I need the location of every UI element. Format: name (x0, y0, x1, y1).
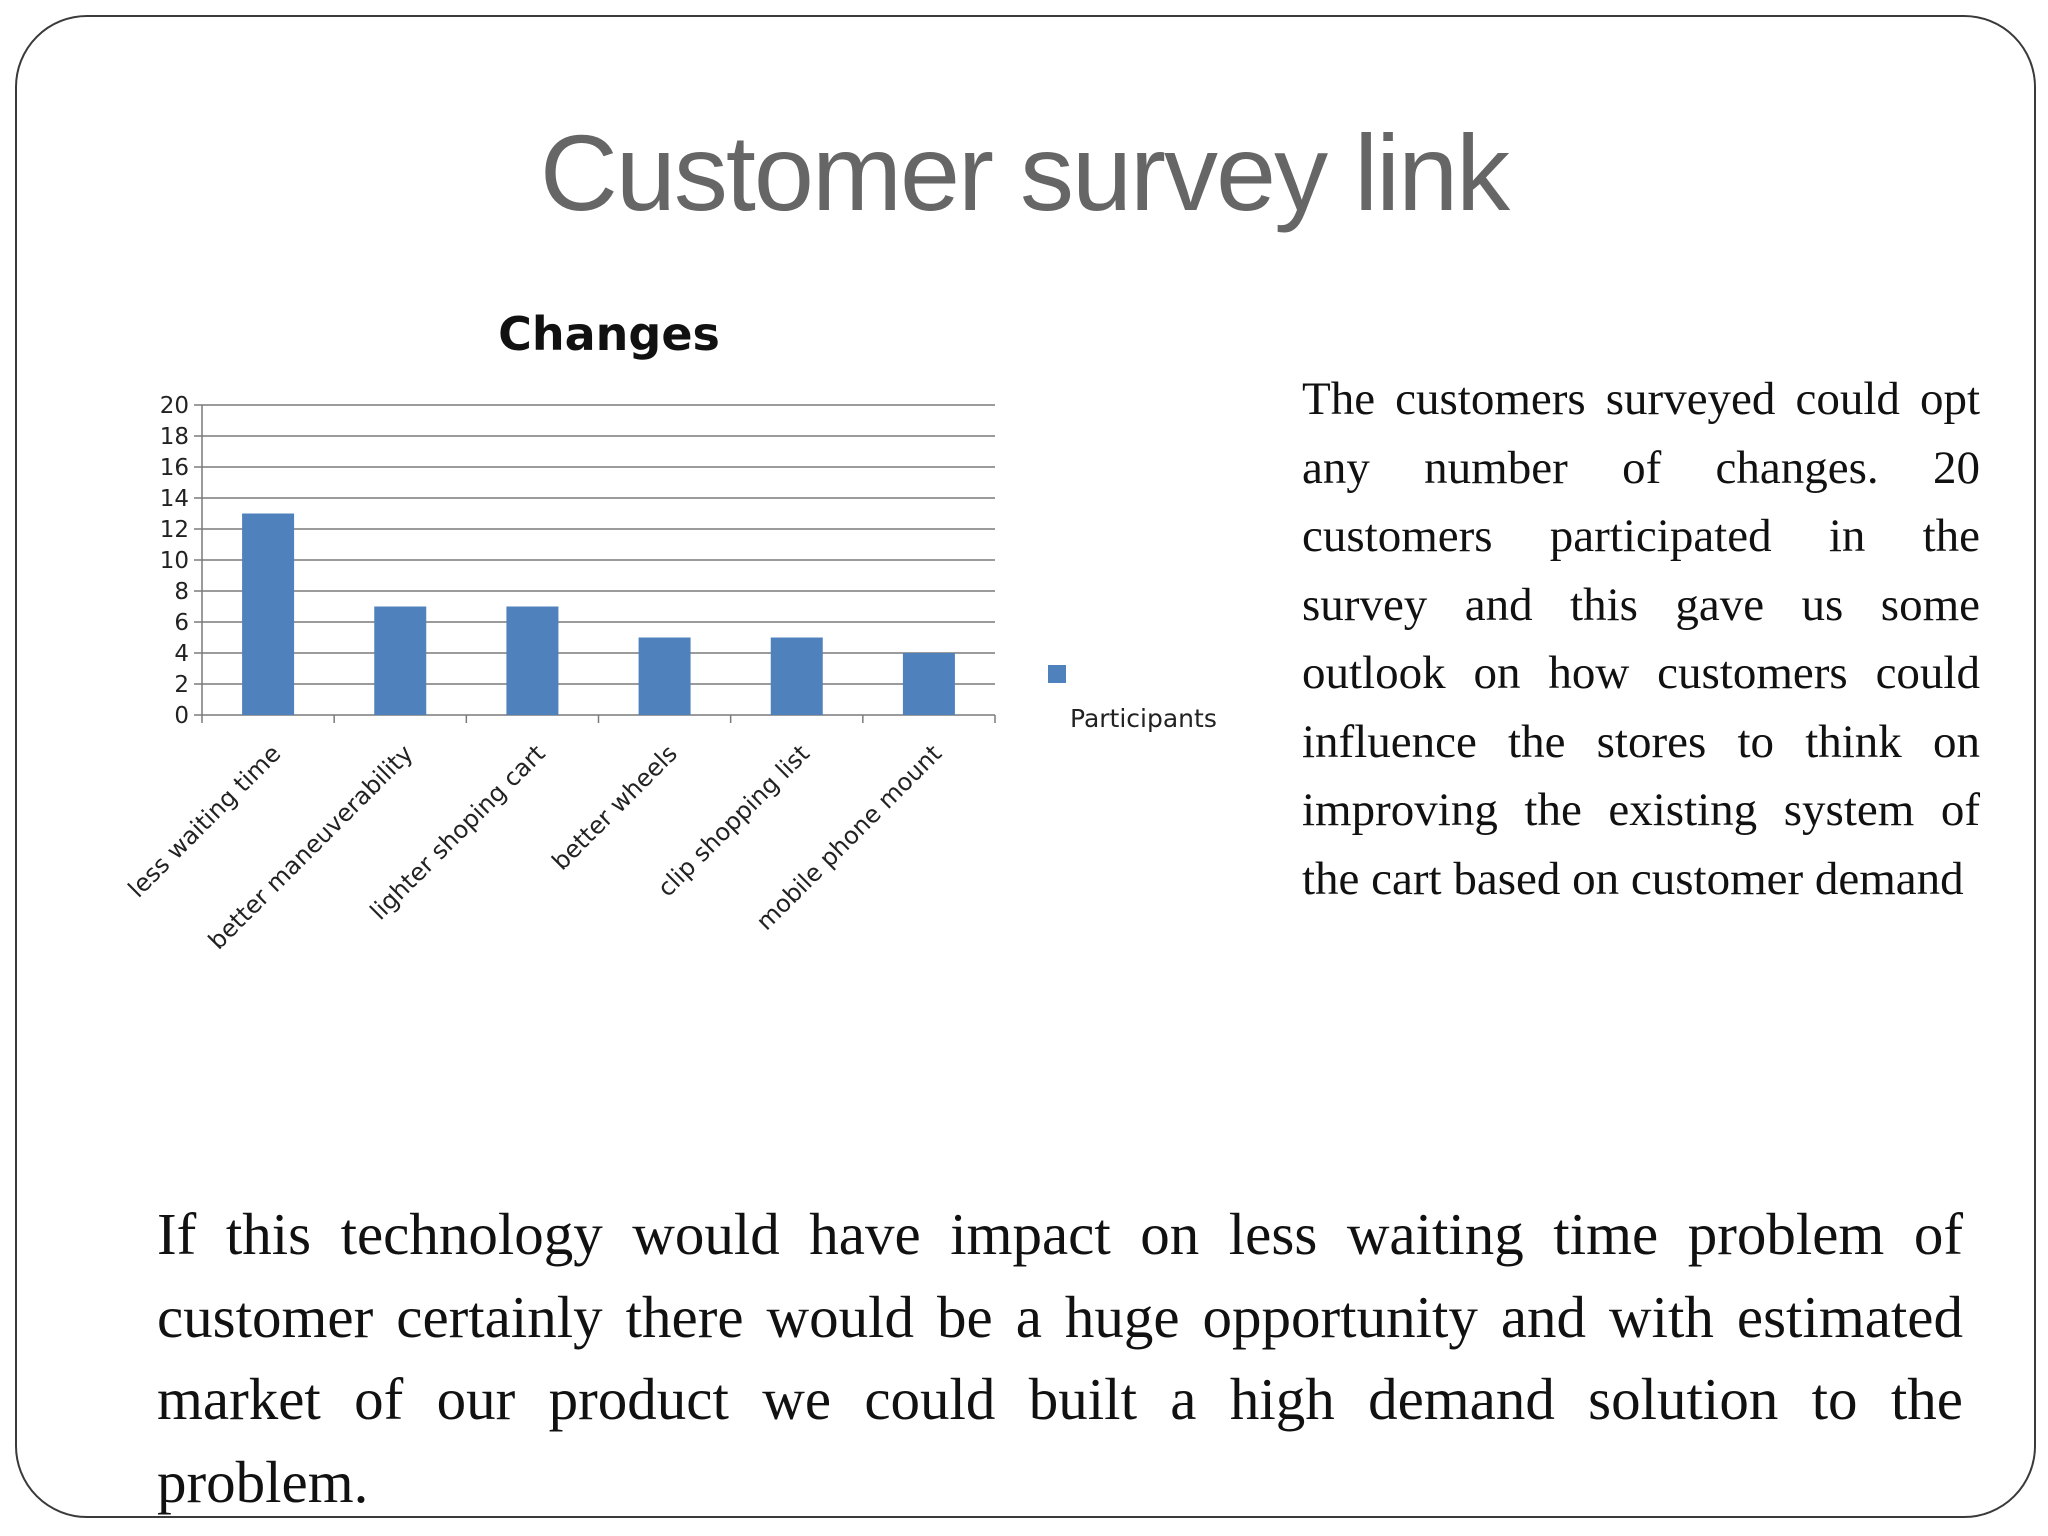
chart-bars (242, 513, 955, 715)
y-tick-label: 20 (160, 393, 189, 419)
bar-less-waiting-time (242, 513, 295, 715)
chart-gridlines (202, 404, 995, 685)
bar-chart: Changes 0 2 4 6 8 10 12 14 16 18 20 less waiting t… (123, 307, 1217, 955)
legend-swatch (1048, 665, 1066, 683)
y-tick-label: 2 (174, 672, 189, 698)
bar-mobile-phone-mount (902, 653, 955, 715)
side-description: The customers surveyed could opt any num… (1302, 373, 1980, 905)
y-tick-label: 16 (160, 455, 189, 481)
y-tick-label: 0 (174, 703, 189, 729)
y-tick-label: 10 (160, 548, 189, 574)
x-tick-label: better wheels (547, 739, 683, 875)
slide-frame (15, 15, 2036, 1518)
bar-clip-shopping-list (770, 637, 823, 715)
y-tick-label: 18 (160, 424, 189, 450)
bar-better-maneuverability (374, 606, 427, 715)
y-tick-label: 12 (160, 517, 189, 543)
chart-legend: Participants (1048, 665, 1217, 733)
y-tick-label: 8 (174, 579, 189, 605)
slide-title: Customer survey link (539, 112, 1510, 233)
y-axis: 0 2 4 6 8 10 12 14 16 18 20 (160, 393, 203, 729)
chart-title: Changes (498, 307, 720, 361)
y-tick-label: 6 (174, 610, 189, 636)
bar-better-wheels (638, 637, 691, 715)
conclusion-text: If this technology would have impact on … (157, 1201, 1963, 1515)
y-tick-label: 4 (174, 641, 189, 667)
legend-label: Participants (1070, 704, 1217, 733)
y-tick-label: 14 (160, 486, 189, 512)
bar-lighter-shoping-cart (506, 606, 559, 715)
